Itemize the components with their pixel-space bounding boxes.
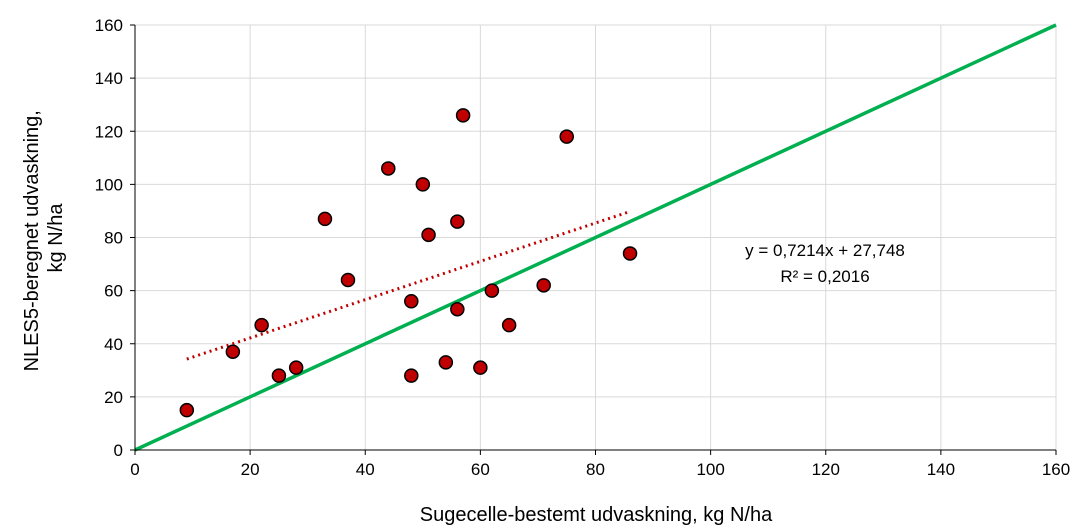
data-point [288,360,304,375]
trendline [186,210,631,361]
y-tick-label: 20 [104,388,123,407]
data-point [421,227,436,243]
data-point [484,283,500,298]
reference-line-1to1 [134,23,1057,452]
data-point [404,294,419,309]
data-point [438,355,454,370]
x-tick-label: 160 [1042,460,1070,479]
y-axis-title-line-1: NLES5-beregnet udvaskning, [21,110,43,371]
data-point [179,402,195,418]
x-tick-label: 40 [356,460,375,479]
data-point [381,161,396,176]
data-point [450,301,465,317]
data-point [254,317,269,333]
trendline-layer [186,210,631,361]
y-axis-title-line-2: kg N/ha [45,203,67,273]
data-point [225,344,241,359]
data-points [179,108,638,418]
x-tick-label: 100 [696,460,724,479]
data-point [559,129,574,144]
y-axis-title: NLES5-beregnet udvaskning, kg N/ha [21,105,67,372]
x-tick-label: 140 [927,460,955,479]
data-point [473,360,488,375]
data-point [404,368,419,383]
data-point [622,246,638,261]
r-squared-label: R² = 0,2016 [780,267,869,286]
y-tick-label: 80 [104,229,123,248]
x-tick-label: 80 [586,460,605,479]
x-axis-title: Sugecelle-bestemt udvaskning, kg N/ha [420,504,773,526]
reference-line-layer [134,23,1057,452]
y-tick-label: 160 [95,16,123,35]
y-tick-label: 100 [95,175,123,194]
y-tick-label: 40 [104,335,123,354]
data-point [455,108,471,123]
y-tick-label: 0 [114,441,123,460]
y-tick-label: 140 [95,69,123,88]
grid-lines [135,24,1057,450]
y-tick-label: 120 [95,122,123,141]
data-point [415,177,431,192]
y-tick-label: 60 [104,282,123,301]
data-point [450,214,465,229]
tick-labels: 0 20 40 60 80 100 120 140 160 0 20 40 60 80 100 120 140 1… [95,16,1071,479]
axes [130,24,1057,455]
data-point [340,272,356,288]
x-tick-label: 120 [812,460,840,479]
data-point [536,278,551,293]
data-point [317,211,333,227]
x-tick-label: 20 [241,460,260,479]
trendline-equation: y = 0,7214x + 27,748 [745,241,905,260]
data-point [271,368,287,383]
x-tick-label: 0 [130,460,139,479]
x-tick-label: 60 [471,460,490,479]
data-point [501,317,517,333]
